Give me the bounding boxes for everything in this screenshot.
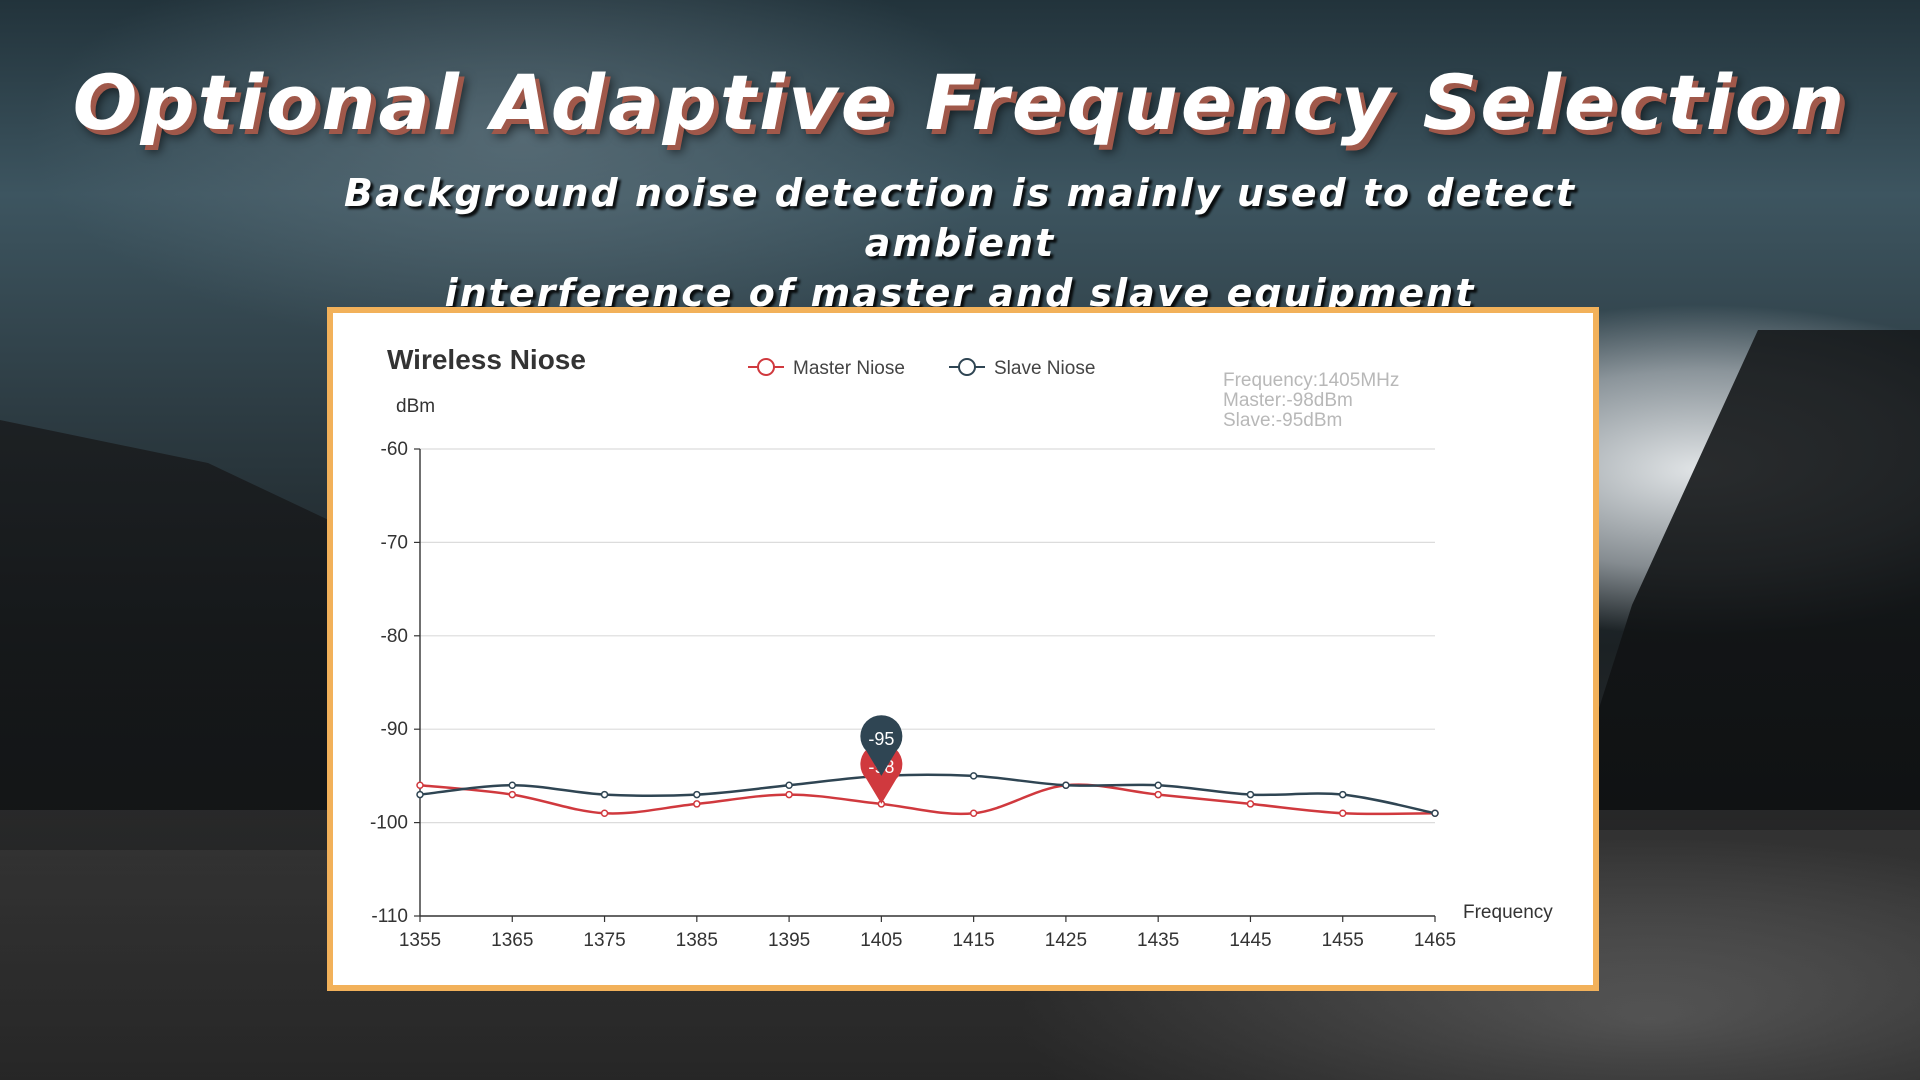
x-tick-label: 1425 [1045,930,1087,951]
tooltip-master: Master:-98dBm [1223,390,1353,411]
data-point-master[interactable] [416,781,424,789]
data-point-master[interactable] [693,800,701,808]
data-point-slave[interactable] [1154,781,1162,789]
data-point-master[interactable] [969,809,978,818]
axes: -60 -70 -80 -90 -100 -110 1355 1365 1375 1385 1395… [370,439,1456,951]
x-tick-label: 1355 [399,930,441,951]
marker-slave-shape [860,715,903,776]
data-point-master[interactable] [600,809,609,818]
tooltip-slave: Slave:-95dBm [1223,410,1343,431]
legend-master-label: Master Niose [793,358,905,379]
y-tick-label: -60 [381,439,408,460]
data-point-slave[interactable] [785,781,793,789]
x-tick-label: 1385 [676,930,718,951]
data-point-master[interactable] [508,790,517,799]
page-subtitle: Background noise detection is mainly use… [300,168,1620,318]
series-lines [416,772,1439,818]
data-point-slave[interactable] [693,790,701,799]
legend[interactable]: Master Niose Slave Niose [748,358,1095,379]
x-tick-label: 1365 [491,930,533,951]
legend-item-master[interactable]: Master Niose [748,358,905,379]
data-point-master[interactable] [1338,809,1347,818]
x-tick-label: 1445 [1229,930,1271,951]
y-tick-label: -100 [370,813,408,834]
data-point-master[interactable] [1154,790,1162,799]
x-tick-label: 1465 [1414,930,1456,951]
y-tick-label: -70 [381,532,408,553]
chart-title: Wireless Niose [387,344,586,375]
data-point-slave[interactable] [1062,781,1070,789]
legend-slave-label: Slave Niose [994,358,1095,379]
legend-item-slave[interactable]: Slave Niose [949,358,1095,379]
chart-tooltip: Frequency:1405MHz Master:-98dBm Slave:-9… [1223,371,1399,431]
data-point-slave[interactable] [1431,809,1439,818]
y-axis-label: dBm [396,396,435,417]
data-point-slave[interactable] [416,790,424,799]
chart-svg: Wireless Niose dBm Frequency Master Nios… [370,344,1553,951]
data-point-slave[interactable] [969,772,978,780]
x-tick-label: 1415 [952,930,994,951]
data-point-master[interactable] [785,790,793,799]
grid-lines [420,448,1435,824]
data-point-master[interactable] [1246,800,1255,808]
data-point-slave[interactable] [1246,790,1255,799]
series-line-master [419,783,1436,816]
legend-slave-icon [958,358,976,376]
x-tick-label: 1375 [583,930,625,951]
series-line-slave [419,773,1436,815]
chart-panel: Wireless Niose dBm Frequency Master Nios… [327,307,1599,991]
tooltip-frequency: Frequency:1405MHz [1223,370,1400,391]
legend-master-icon [757,358,775,376]
x-tick-label: 1455 [1322,930,1364,951]
data-point-slave[interactable] [1338,790,1347,799]
highlight-markers: -98-95 [860,715,903,804]
x-tick-label: 1405 [860,930,902,951]
x-tick-label: 1435 [1137,930,1179,951]
x-axis-label: Frequency [1463,902,1553,923]
subtitle-line-1: Background noise detection is mainly use… [344,171,1576,265]
data-point-slave[interactable] [600,790,609,799]
marker-slave: -95 [860,715,903,776]
y-tick-label: -80 [381,626,408,647]
y-tick-label: -90 [381,719,408,740]
data-point-slave[interactable] [508,781,517,789]
marker-slave-label: -95 [868,729,894,749]
y-tick-label: -110 [371,906,408,927]
background-mountain-right [1560,330,1920,830]
x-tick-label: 1395 [768,930,810,951]
page-title: Optional Adaptive Frequency Selection [72,58,1848,147]
